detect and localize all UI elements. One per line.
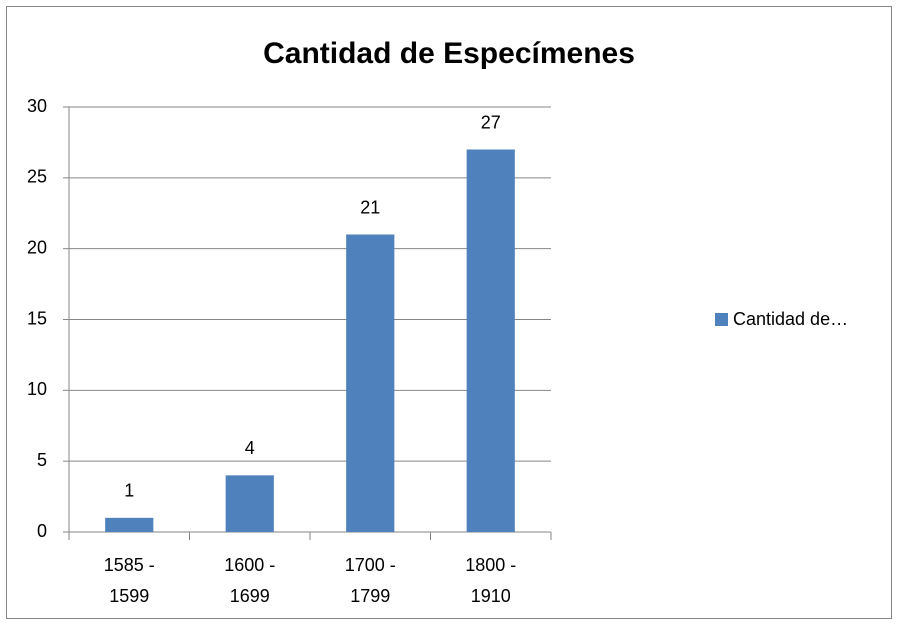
legend-swatch — [715, 313, 728, 326]
x-tick-label: 1600 -1699 — [224, 555, 275, 606]
bar — [225, 475, 274, 532]
x-tick-label: 1700 -1799 — [345, 555, 396, 606]
bar — [105, 517, 154, 532]
y-tick-label: 15 — [27, 308, 47, 328]
chart-border — [6, 6, 892, 619]
y-tick-label: 30 — [27, 96, 47, 116]
data-label: 1 — [124, 481, 134, 501]
y-tick-label: 25 — [27, 167, 47, 187]
x-tick-label: 1585 -1599 — [104, 555, 155, 606]
data-label: 21 — [360, 197, 380, 217]
data-label: 27 — [481, 112, 501, 132]
x-tick-label: 1800 -1910 — [465, 555, 516, 606]
bar — [466, 149, 515, 532]
data-label: 4 — [245, 438, 255, 458]
y-tick-label: 5 — [37, 450, 47, 470]
y-tick-label: 10 — [27, 379, 47, 399]
y-tick-label: 20 — [27, 237, 47, 257]
legend-label: Cantidad de… — [733, 309, 848, 329]
chart-title: Cantidad de Especímenes — [263, 37, 635, 70]
y-tick-label: 0 — [37, 521, 47, 541]
bar — [346, 234, 395, 532]
